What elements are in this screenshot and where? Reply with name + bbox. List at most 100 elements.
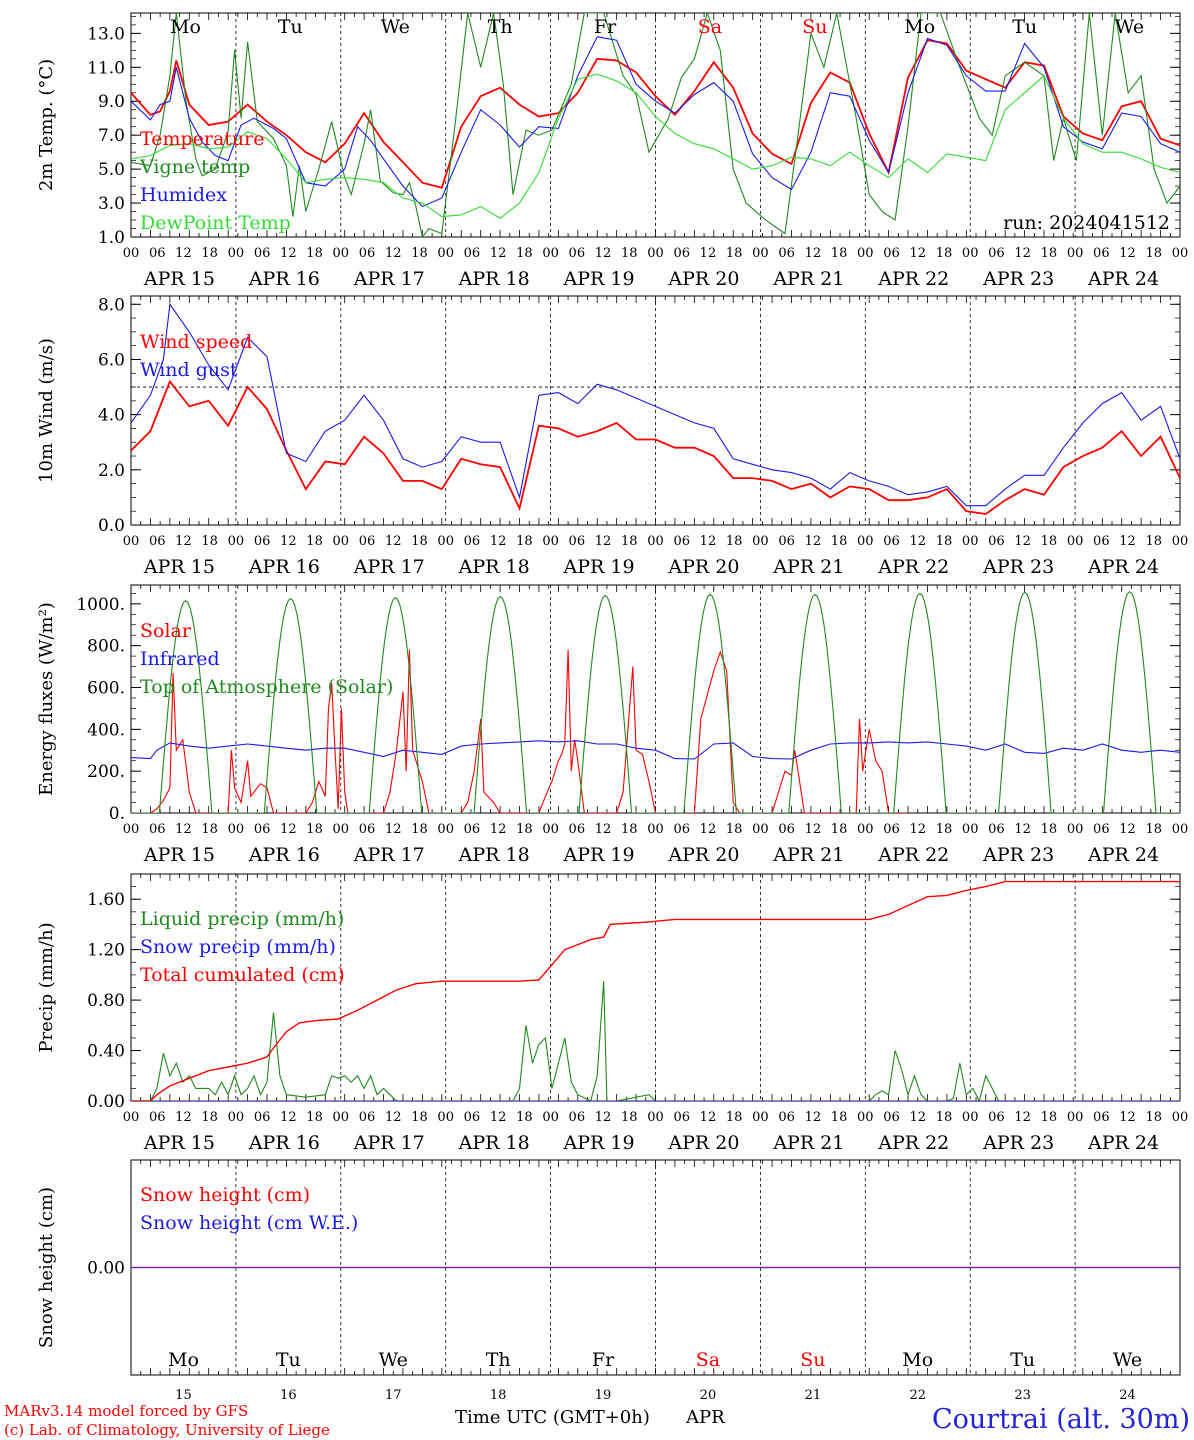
x-tick-label: 18	[516, 1110, 533, 1125]
date-label: APR 18	[458, 1132, 530, 1154]
x-tick-label: 18	[516, 534, 533, 549]
x-tick-label: 18	[411, 822, 428, 837]
date-label: APR 21	[772, 556, 844, 578]
x-tick-label: 00	[962, 534, 979, 549]
date-label: APR 19	[563, 268, 635, 290]
y-tick-label: 8.0	[98, 295, 125, 315]
x-tick-label: 12	[700, 246, 717, 261]
day-number-label: 18	[490, 1388, 507, 1403]
x-tick-label: 06	[254, 1110, 271, 1125]
x-tick-label: 06	[778, 246, 795, 261]
y-axis-label: 10m Wind (m/s)	[36, 338, 57, 483]
y-tick-label: 800.	[87, 637, 125, 657]
date-label: APR 18	[458, 844, 530, 866]
date-label: APR 23	[982, 268, 1054, 290]
y-tick-label: 0.40	[87, 1042, 125, 1062]
x-tick-label: 06	[883, 534, 900, 549]
date-label: APR 21	[772, 268, 844, 290]
x-tick-label: 18	[1041, 1110, 1058, 1125]
x-tick-label: 18	[1041, 534, 1058, 549]
x-tick-label: 00	[123, 1110, 140, 1125]
x-tick-label: 00	[962, 246, 979, 261]
weekday-label: Tu	[276, 1349, 301, 1371]
date-label: APR 23	[982, 1132, 1054, 1154]
x-tick-label: 00	[1172, 822, 1189, 837]
y-tick-label: 4.0	[98, 406, 125, 426]
x-tick-label: 06	[569, 534, 586, 549]
day-number-label: 19	[595, 1388, 612, 1403]
x-tick-label: 06	[778, 534, 795, 549]
date-label: APR 22	[877, 844, 949, 866]
date-label: APR 15	[143, 268, 215, 290]
legend-entry: Vigne temp	[139, 156, 250, 178]
weekday-label: Su	[800, 1349, 825, 1371]
weekday-label: Mo	[168, 1349, 199, 1371]
legend: Wind speed Wind gust	[140, 331, 252, 381]
x-tick-label: 06	[254, 822, 271, 837]
y-tick-label: 13.0	[87, 24, 125, 44]
legend-entry: Temperature	[140, 128, 264, 150]
series-line	[131, 880, 1180, 1101]
x-tick-label: 18	[936, 1110, 953, 1125]
x-tick-label: 18	[1146, 534, 1163, 549]
x-tick-label: 00	[1067, 246, 1084, 261]
x-tick-label: 06	[464, 822, 481, 837]
x-tick-label: 18	[621, 822, 638, 837]
x-tick-label: 12	[1119, 1110, 1136, 1125]
x-tick-label: 06	[883, 822, 900, 837]
x-tick-label: 06	[778, 822, 795, 837]
day-number-label: 21	[805, 1388, 822, 1403]
legend-entry: Liquid precip (mm/h)	[140, 908, 344, 930]
legend: Temperature Vigne temp Humidex DewPoint Tem…	[139, 128, 291, 234]
x-tick-label: 06	[1093, 1110, 1110, 1125]
weekday-label: We	[1115, 16, 1144, 38]
y-axis-label: Snow height (cm)	[36, 1187, 57, 1348]
x-tick-label: 18	[201, 1110, 218, 1125]
x-tick-label: 18	[201, 534, 218, 549]
day-number-label: 17	[385, 1388, 402, 1403]
x-tick-label: 18	[621, 246, 638, 261]
x-tick-label: 06	[464, 534, 481, 549]
date-label: APR 19	[563, 556, 635, 578]
date-label: APR 15	[143, 1132, 215, 1154]
x-tick-label: 00	[542, 1110, 559, 1125]
x-tick-label: 06	[359, 534, 376, 549]
date-label: APR 17	[353, 1132, 425, 1154]
x-tick-label: 12	[805, 246, 822, 261]
x-tick-label: 06	[988, 1110, 1005, 1125]
legend-entry: Snow precip (mm/h)	[140, 936, 336, 958]
x-tick-label: 06	[359, 1110, 376, 1125]
legend-entry: Snow height (cm W.E.)	[140, 1212, 358, 1234]
x-tick-label: 12	[805, 534, 822, 549]
x-tick-label: 18	[306, 246, 323, 261]
x-tick-label: 12	[909, 822, 926, 837]
day-number-label: 16	[280, 1388, 297, 1403]
weekday-label: Sa	[696, 1349, 720, 1371]
x-tick-label: 12	[1119, 534, 1136, 549]
weekday-label: Mo	[904, 16, 935, 38]
panel-4: 0.00 0.40 0.80 1.20 1.60 Precip (mm/h) Liquid …	[36, 873, 1188, 1154]
date-label: APR 24	[1087, 1132, 1159, 1154]
station-title: Courtrai (alt. 30m)	[932, 1404, 1190, 1435]
y-tick-label: 6.0	[98, 350, 125, 370]
panel-3: 0. 200. 400. 600. 800. 1000. Energy fluxes (W/…	[36, 584, 1189, 866]
date-label: APR 21	[772, 844, 844, 866]
date-label: APR 17	[353, 556, 425, 578]
panel-1: 1.0 3.0 5.0 7.0 9.0 11.0 13.0 2m Temp. (°C) Temp…	[36, 12, 1188, 290]
month-label: APR	[685, 1407, 725, 1428]
x-tick-label: 00	[437, 246, 454, 261]
x-tick-label: 18	[1146, 822, 1163, 837]
x-tick-label: 00	[123, 822, 140, 837]
y-tick-label: 1.20	[87, 941, 125, 961]
y-tick-label: 7.0	[98, 126, 125, 146]
series-line	[131, 981, 1180, 1101]
date-label: APR 20	[667, 556, 739, 578]
weekday-label: Tu	[1012, 16, 1037, 38]
y-tick-label: 1.60	[87, 890, 125, 910]
legend-entry: Solar	[140, 620, 192, 642]
weekday-label: Fr	[594, 16, 617, 38]
x-tick-label: 12	[1119, 822, 1136, 837]
x-tick-label: 18	[621, 1110, 638, 1125]
